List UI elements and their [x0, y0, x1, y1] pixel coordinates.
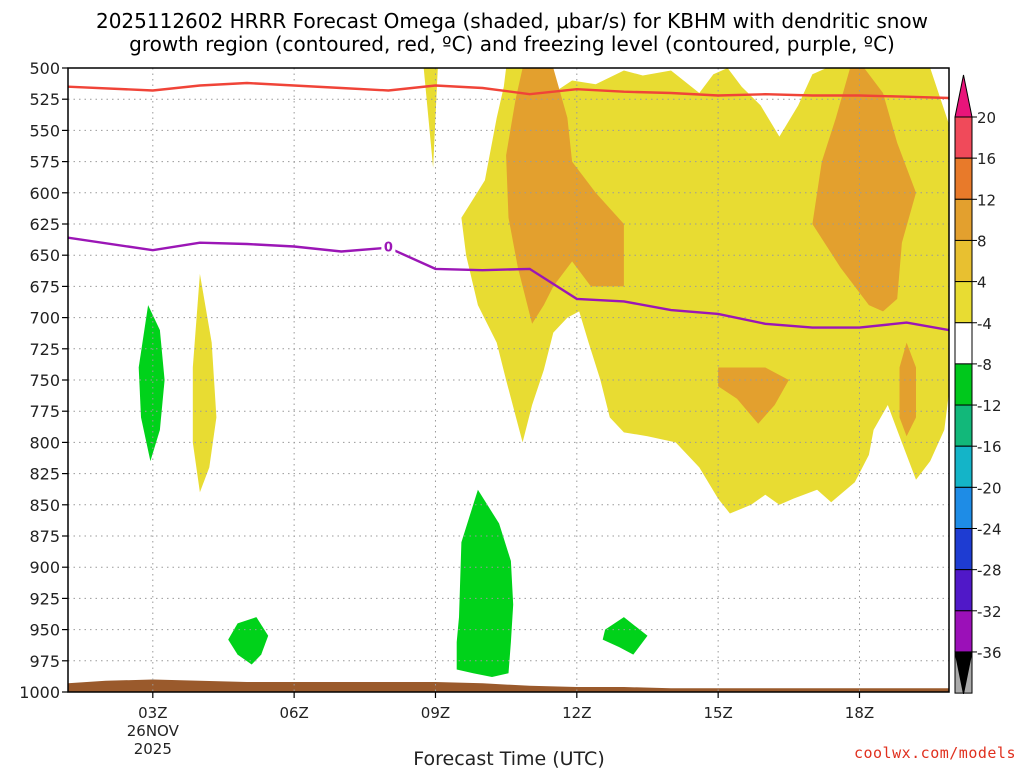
colorbar-label: 8: [977, 232, 987, 250]
colorbar-swatch: [954, 198, 973, 241]
y-axis: 500 525 550 575 600 625 650 675 700 725 750 775 800 8…: [19, 59, 68, 702]
y-tick-label: 925: [29, 589, 60, 608]
y-tick-label: 800: [29, 433, 60, 452]
y-tick-label: 550: [29, 121, 60, 140]
y-tick-label: 950: [29, 621, 60, 640]
colorbar-label: 20: [977, 109, 996, 127]
colorbar-label: -32: [977, 603, 1002, 621]
x-tick-label: 12Z: [562, 704, 591, 722]
colorbar-swatch: [954, 363, 973, 406]
y-tick-label: 775: [29, 402, 60, 421]
colorbar-swatch: [954, 281, 973, 324]
y-tick-label: 500: [29, 59, 60, 78]
y-tick-label: 750: [29, 371, 60, 390]
colorbar-label: -20: [977, 479, 1002, 497]
freezing-level-contour: [68, 236, 949, 332]
omega-region-yellow-2: [192, 273, 217, 493]
omega-region-yellow-0: [423, 68, 438, 168]
x-tick-label: 06Z: [279, 704, 308, 722]
y-tick-label: 975: [29, 652, 60, 671]
y-tick-label: 725: [29, 340, 60, 359]
colorbar-label: -8: [977, 356, 992, 374]
colorbar-label: -24: [977, 521, 1002, 539]
omega-region-green-9: [228, 617, 269, 665]
x-axis-label: Forecast Time (UTC): [413, 748, 604, 768]
contour-label: 0: [384, 240, 393, 255]
colorbar-swatch: [954, 528, 973, 571]
y-tick-label: 625: [29, 215, 60, 234]
colorbar-swatch: [954, 610, 973, 653]
chart-title-line1: 2025112602 HRRR Forecast Omega (shaded, …: [95, 9, 929, 33]
colorbar-legend: 20 16 12 8 4 -4 -8 -12 -16 -20 -24 -28 -32 -36: [954, 74, 1002, 695]
dendritic-growth-contour: [68, 81, 949, 100]
y-tick-label: 575: [29, 153, 60, 172]
x-tick-year: 2025: [134, 740, 172, 758]
omega-region-orange-3: [506, 68, 624, 324]
y-tick-label: 875: [29, 527, 60, 546]
colorbar-label: 4: [977, 274, 987, 292]
omega-region-green-7: [138, 305, 165, 462]
colorbar-swatch: [954, 239, 973, 283]
colorbar-swatch: [954, 322, 973, 365]
y-tick-label: 850: [29, 496, 60, 515]
y-tick-label: 900: [29, 558, 60, 577]
y-tick-label: 675: [29, 277, 60, 296]
colorbar-bottom-arrow: [954, 651, 973, 695]
terrain-layer: [68, 679, 949, 692]
omega-region-green-10: [602, 617, 648, 655]
y-tick-label: 700: [29, 309, 60, 328]
colorbar-label: -4: [977, 315, 992, 333]
colorbar-label: 16: [977, 150, 996, 168]
omega-shading-layer: [138, 68, 949, 677]
x-tick-date: 26NOV: [127, 722, 180, 740]
colorbar-swatch: [954, 486, 973, 530]
y-tick-label: 650: [29, 246, 60, 265]
omega-region-orange-5: [718, 367, 789, 424]
colorbar-label: -28: [977, 562, 1002, 580]
x-tick-label: 03Z: [138, 704, 167, 722]
colorbar-top-arrow: [954, 74, 973, 118]
gridlines: [68, 68, 949, 692]
x-tick-label: 18Z: [845, 704, 874, 722]
y-tick-label: 1000: [19, 683, 60, 702]
colorbar-label: 12: [977, 191, 996, 209]
x-tick-label: 15Z: [703, 704, 732, 722]
credit-text[interactable]: coolwx.com/models: [853, 744, 1016, 762]
colorbar-swatch: [954, 569, 973, 612]
colorbar-swatch: [954, 404, 973, 447]
contour-lines: 0: [68, 81, 949, 332]
colorbar-label: -12: [977, 397, 1002, 415]
y-tick-label: 825: [29, 465, 60, 484]
contour-label-bg: [381, 238, 396, 254]
x-tick-label: 09Z: [421, 704, 450, 722]
colorbar-label: -36: [977, 644, 1002, 662]
terrain-surface: [68, 679, 949, 692]
y-tick-label: 600: [29, 184, 60, 203]
y-tick-label: 525: [29, 90, 60, 109]
colorbar-label: -16: [977, 438, 1002, 456]
colorbar-swatch: [954, 116, 973, 159]
colorbar-swatch: [954, 445, 973, 488]
colorbar-swatch: [954, 157, 973, 200]
chart-title-line2: growth region (contoured, red, ºC) and f…: [129, 32, 895, 56]
omega-region-orange-4: [812, 68, 916, 312]
omega-region-orange-6: [899, 342, 916, 437]
omega-region-green-8: [456, 489, 514, 677]
